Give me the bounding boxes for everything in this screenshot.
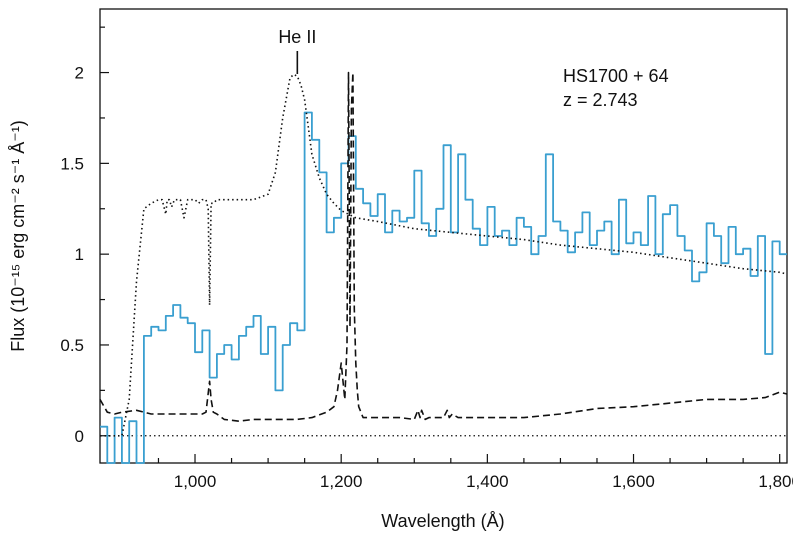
observed-spectrum-line — [100, 111, 787, 464]
plot-frame — [99, 8, 788, 464]
error-spectrum-line — [99, 71, 788, 422]
object-name-label: HS1700 + 64 — [563, 66, 669, 86]
model-continuum-line — [100, 73, 788, 437]
x-tick-label: 1,800 — [758, 472, 793, 491]
y-tick-label: 1.5 — [60, 154, 84, 173]
y-tick-label: 1 — [75, 245, 84, 264]
y-axis-title: Flux (10⁻¹⁵ erg cm⁻² s⁻¹ Å⁻¹) — [8, 120, 28, 351]
series-layer — [99, 71, 788, 464]
he-ii-label: He II — [278, 27, 316, 47]
axis-ticks: 1,000 1,200 1,400 1,600 1,800 0 0.5 1 1.5 2 — [60, 26, 793, 491]
x-tick-label: 1,200 — [320, 472, 363, 491]
y-tick-label: 0.5 — [60, 336, 84, 355]
y-tick-label: 2 — [75, 64, 84, 83]
x-tick-label: 1,400 — [466, 472, 509, 491]
y-tick-label: 0 — [75, 427, 84, 446]
x-tick-label: 1,000 — [174, 472, 217, 491]
x-tick-label: 1,600 — [612, 472, 655, 491]
redshift-label: z = 2.743 — [563, 90, 638, 110]
x-axis-title: Wavelength (Å) — [381, 511, 504, 531]
